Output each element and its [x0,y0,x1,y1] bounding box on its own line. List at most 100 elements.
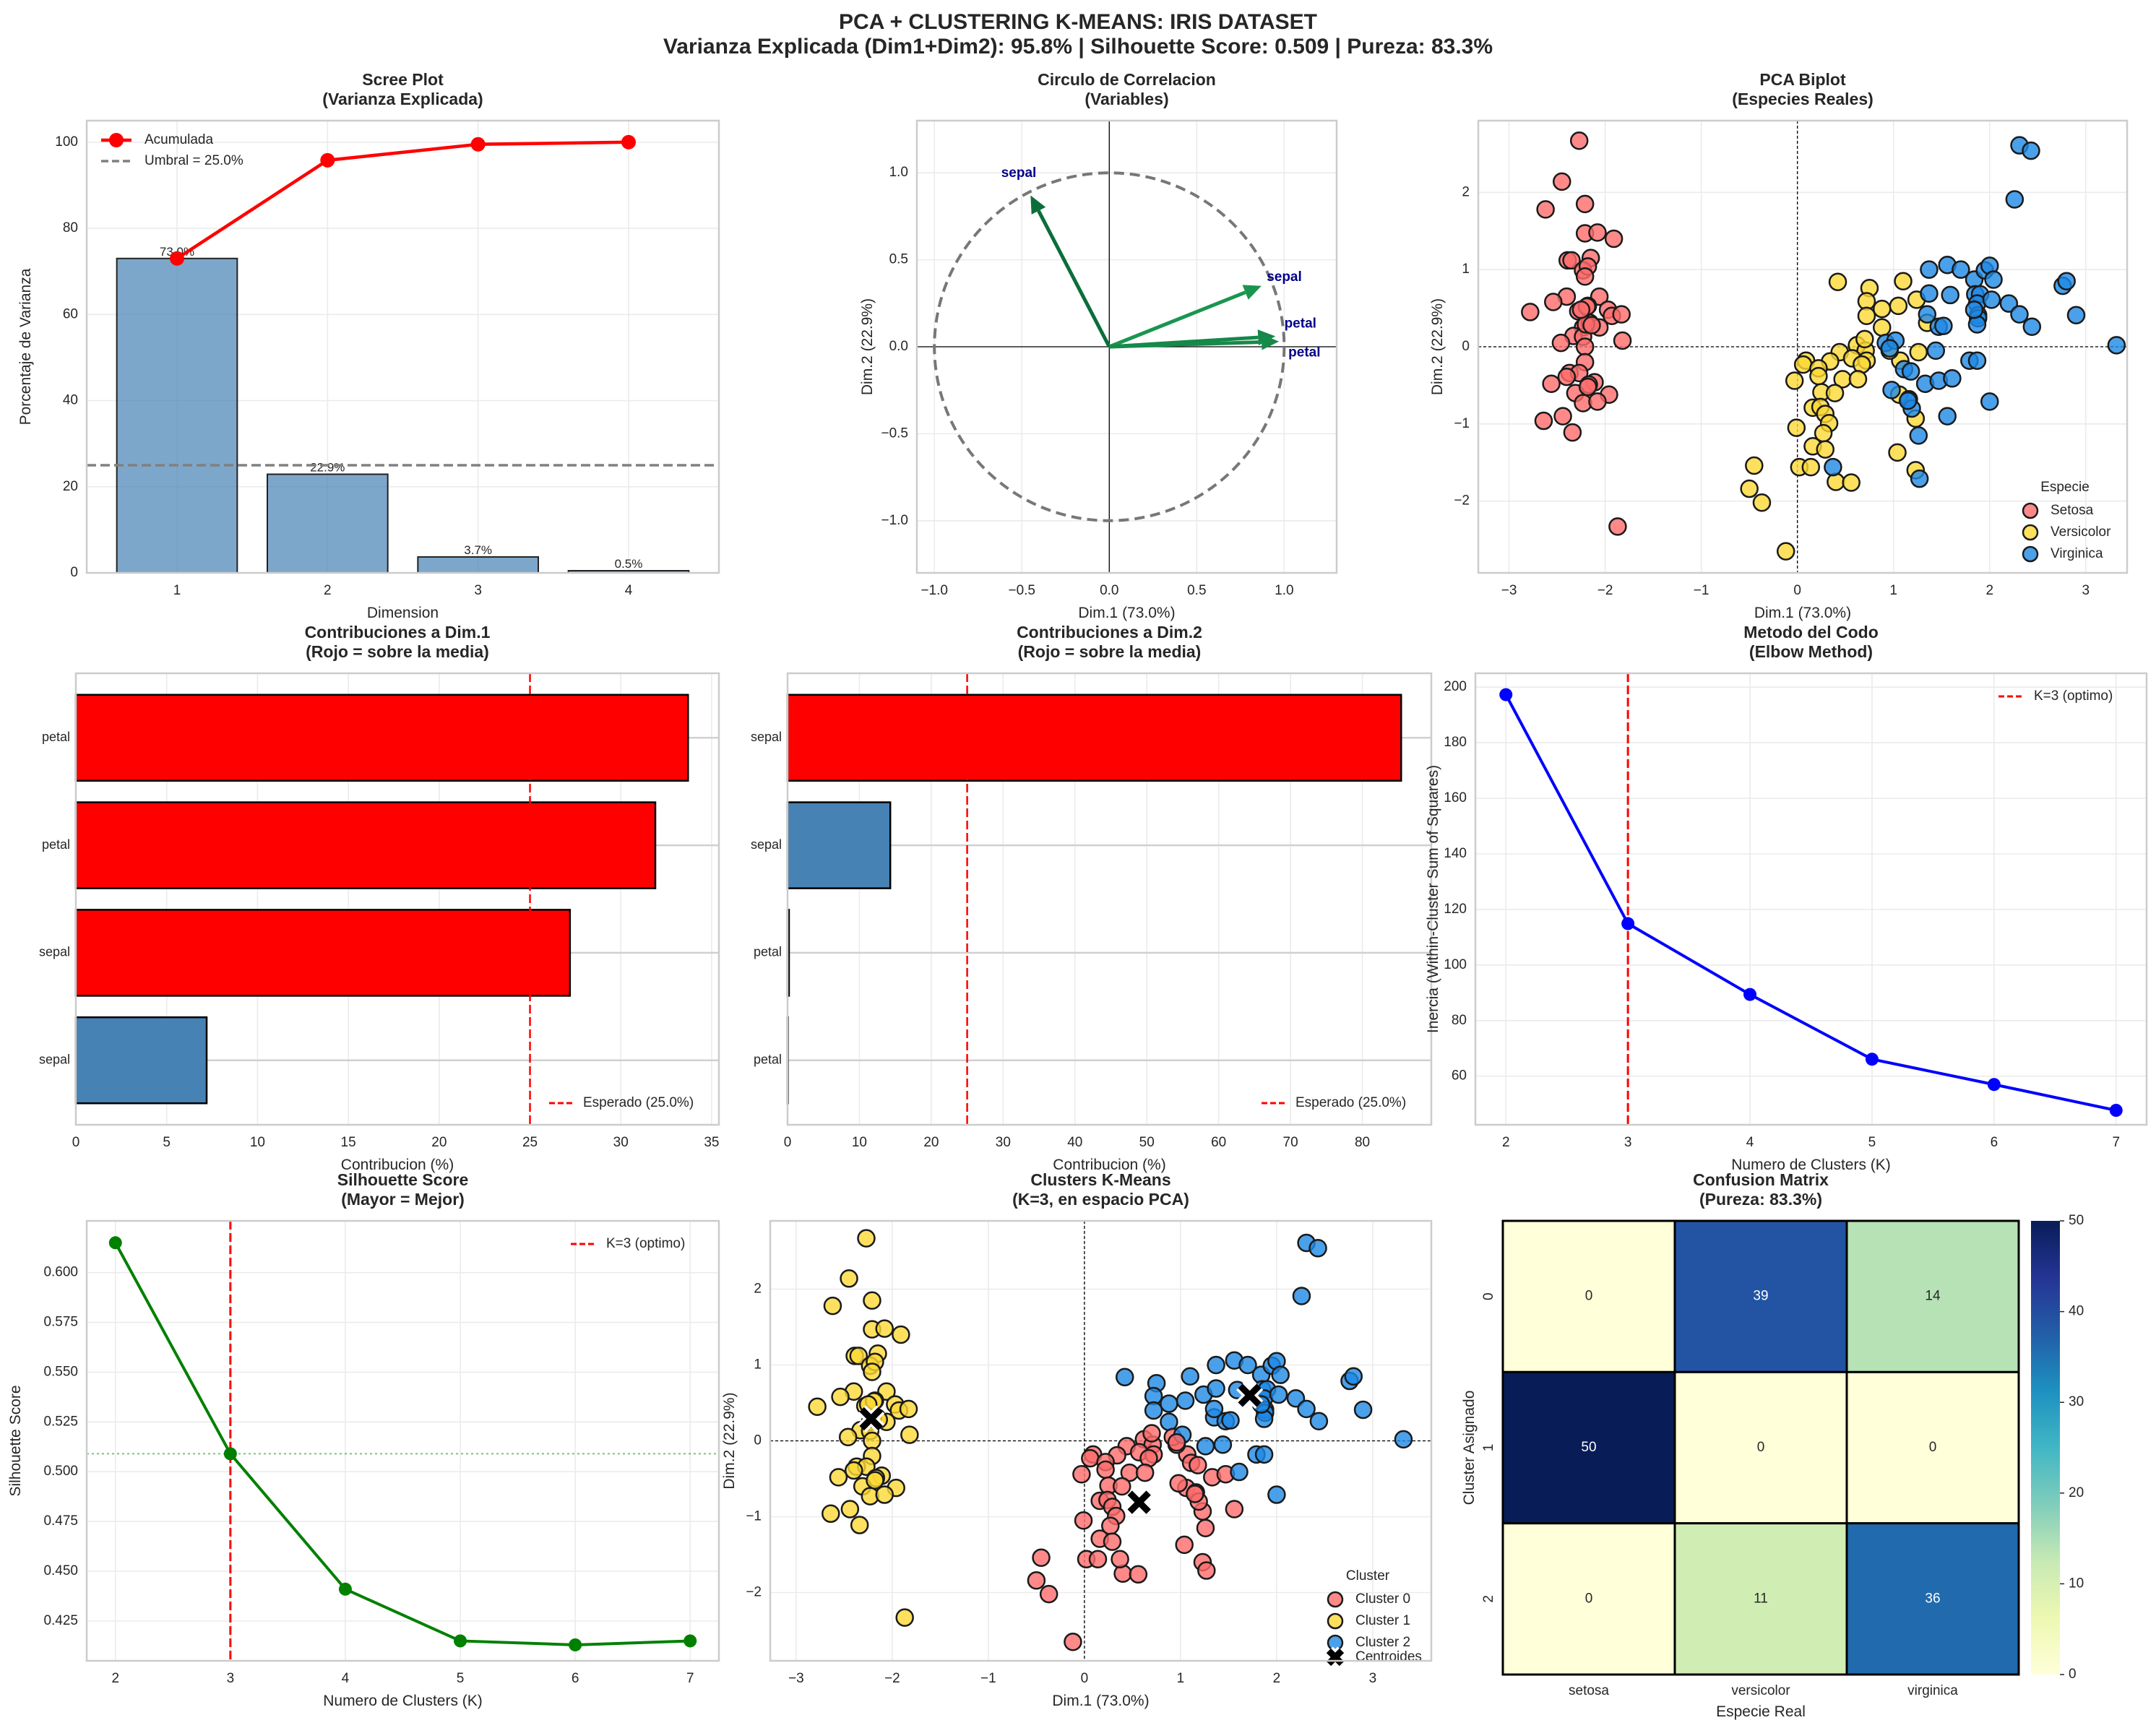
cluster-point [1271,1365,1290,1384]
x-tick-label: −2 [884,1671,900,1686]
point-setosa [1575,337,1595,356]
cell-value: 0 [1585,1289,1593,1304]
point-versicolor [1894,272,1913,290]
point-setosa [1612,305,1631,324]
point-virginica [1999,294,2019,313]
point-virginica [2005,190,2025,209]
y-tick-label: 100 [1444,957,1467,972]
point-virginica [1918,305,1937,324]
matrix-cell [1845,1522,2020,1676]
point-setosa [1563,423,1582,442]
cluster-point [1096,1460,1115,1479]
x-tick-label: −0.5 [1008,583,1035,598]
point-setosa [1553,407,1572,425]
point-virginica [1952,260,1970,279]
point-virginica [2022,141,2040,160]
point-versicolor [1909,342,1928,362]
score-point [1865,1053,1879,1066]
row-label: 1 [1481,1444,1496,1452]
score-point [338,1582,352,1596]
cluster-point [1197,1561,1216,1580]
y-tick-label: 0.600 [43,1265,78,1280]
legend-marker [1327,1591,1344,1608]
point-virginica [2066,306,2086,324]
contribution-bar [786,801,892,889]
cell-value: 39 [1753,1289,1768,1304]
cluster-point [892,1325,910,1344]
x-axis-label: Dimension [367,605,439,621]
x-tick-label: 35 [704,1135,719,1150]
cluster-point [857,1229,876,1248]
chart-subtitle: (Rojo = sobre la media) [1018,642,1202,661]
x-tick-label: 30 [996,1135,1011,1150]
contribution-bar [786,694,1402,782]
x-tick-label: 1 [1889,583,1897,598]
legend-label: Esperado (25.0%) [1295,1095,1406,1110]
point-versicolor [1889,296,1908,316]
loading-arrow [1109,334,1280,350]
cluster-point [822,1504,840,1524]
y-tick-label: 0.5 [889,252,908,267]
contribution-bar [74,694,689,782]
point-versicolor [1787,418,1806,437]
matrix-cell [1845,1219,2020,1373]
point-virginica [1982,290,2001,309]
cell-value: 11 [1754,1591,1768,1606]
x-tick-label: 2 [1273,1671,1281,1686]
point-versicolor [1857,306,1876,326]
cluster-point [1115,1368,1134,1387]
plot-area [1475,673,2147,1125]
cluster-point [1196,1519,1215,1537]
x-tick-label: −1 [980,1671,996,1686]
x-axis-label: Dim.1 (73.0%) [1078,605,1175,621]
x-tick-label: 2 [111,1671,119,1686]
row-label: 0 [1481,1292,1496,1300]
chart-subtitle: (Especies Reales) [1732,90,1873,108]
point-virginica [2107,336,2126,355]
y-axis-label: Dim.2 (22.9%) [859,298,876,395]
cluster-point [1353,1400,1373,1420]
x-tick-label: 50 [1139,1135,1155,1150]
cell-value: 0 [1929,1440,1937,1455]
cumulative-line [176,140,629,260]
chart-subtitle: (Elbow Method) [1749,642,1873,661]
chart-title: Scree Plot [362,70,444,89]
y-axis-label: Dim.2 (22.9%) [721,1392,738,1489]
suptitle-line2: Varianza Explicada (Dim1+Dim2): 95.8% | … [663,35,1493,59]
variable-label: sepal [1001,165,1037,181]
chart-subtitle: (Pureza: 83.3%) [1699,1190,1822,1209]
point-setosa [1613,331,1632,350]
y-tick-label: 60 [1452,1068,1467,1084]
contributions-dim2: Contribuciones a Dim.2(Rojo = sobre la m… [751,623,1433,1173]
cluster-point [838,1427,858,1446]
point-setosa [1608,517,1627,536]
x-tick-label: 25 [522,1135,538,1150]
cluster-point [1225,1500,1244,1519]
x-tick-label: 0 [1081,1671,1089,1686]
point-setosa [1575,194,1595,214]
cluster-point [1160,1412,1178,1431]
x-tick-label: −3 [788,1671,804,1686]
cluster-point [1196,1437,1215,1456]
x-axis-label: Contribucion (%) [1053,1157,1165,1173]
pca-biplot: PCA Biplot(Especies Reales) −3 −2 −1 0 1 2 3 −2 −… [1429,70,2129,621]
contribution-bar [74,1016,208,1105]
axes-frame [769,1219,1433,1662]
cluster-point [844,1461,863,1480]
point-virginica [1824,457,1842,477]
cluster-point [829,1468,848,1487]
chart-title: Silhouette Score [337,1170,468,1189]
legend-label: Cluster 1 [1355,1613,1410,1628]
x-tick-label: 20 [923,1135,939,1150]
y-tick-label: 0.575 [43,1315,78,1330]
cluster-point [1167,1433,1186,1452]
column-label: virginica [1907,1683,1958,1698]
point-versicolor [1828,272,1847,292]
point-setosa [1552,172,1571,191]
point-virginica [1967,315,1987,334]
point-virginica [1926,341,1946,360]
legend-label: Umbral = 25.0% [145,153,243,168]
x-tick-label: 2 [1985,583,1993,598]
cluster-point [1081,1448,1100,1468]
